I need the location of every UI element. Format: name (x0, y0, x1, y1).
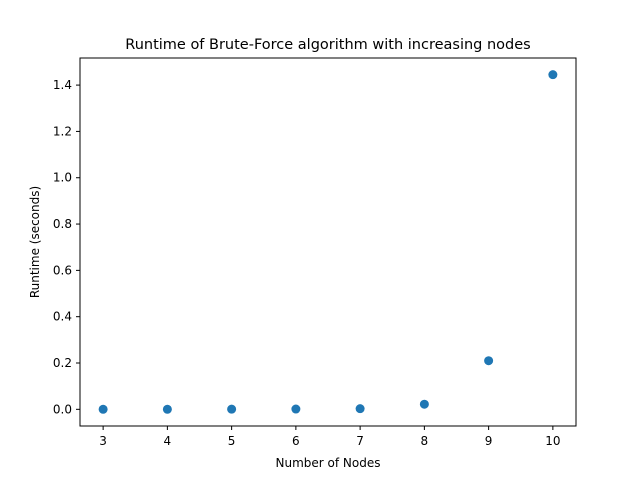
y-tick-label: 1.4 (53, 78, 72, 92)
y-tick-label: 1.0 (53, 171, 72, 185)
data-point (98, 404, 108, 414)
x-axis: 3 4 5 6 7 8 9 10 (99, 426, 561, 448)
data-point (162, 404, 172, 414)
data-point (355, 404, 365, 414)
x-tick-label: 3 (99, 434, 107, 448)
data-point (291, 404, 301, 414)
x-axis-title: Number of Nodes (276, 456, 381, 470)
x-tick-label: 6 (292, 434, 300, 448)
y-axis: 0.0 0.2 0.4 0.6 0.8 1.0 1.2 1.4 (53, 78, 80, 416)
y-tick-label: 0.0 (53, 402, 72, 416)
x-tick-label: 10 (545, 434, 560, 448)
plot-area-frame (79, 57, 577, 427)
y-tick-label: 0.6 (53, 263, 72, 277)
data-point (484, 356, 494, 366)
x-tick-label: 5 (228, 434, 236, 448)
data-point (419, 399, 429, 409)
data-point (548, 70, 558, 80)
y-tick-label: 0.8 (53, 217, 72, 231)
y-tick-label: 0.4 (53, 310, 72, 324)
x-tick-label: 8 (421, 434, 429, 448)
y-tick-label: 1.2 (53, 124, 72, 138)
x-tick-label: 9 (485, 434, 493, 448)
chart-title: Runtime of Brute-Force algorithm with in… (125, 37, 530, 53)
y-axis-title: Runtime (seconds) (28, 186, 42, 298)
x-tick-label: 4 (164, 434, 172, 448)
y-tick-label: 0.2 (53, 356, 72, 370)
data-point (227, 404, 237, 414)
data-points (98, 70, 558, 414)
x-tick-label: 7 (356, 434, 364, 448)
